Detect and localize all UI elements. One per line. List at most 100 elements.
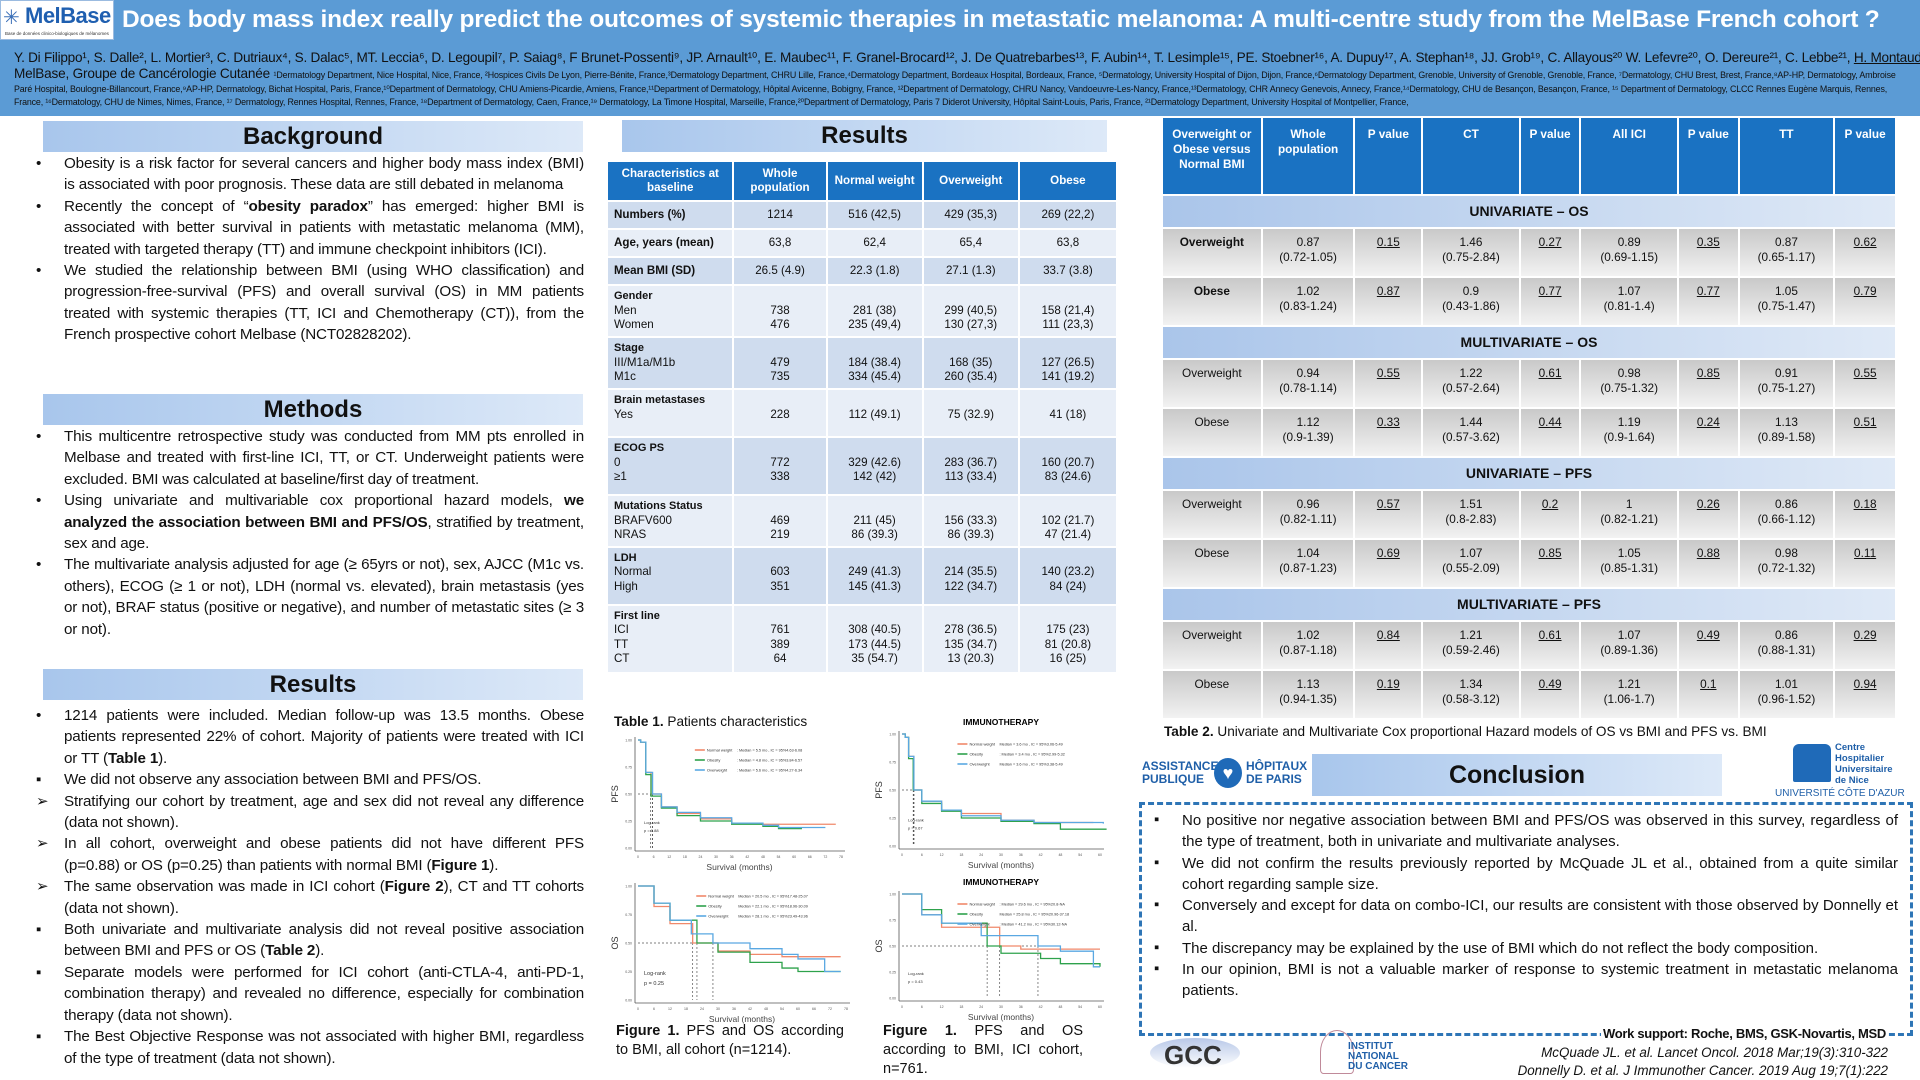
table1-row-label: Gender Men Women bbox=[608, 286, 733, 336]
logrank-label: Log-rank bbox=[908, 971, 924, 976]
conclusion-heading: Conclusion bbox=[1312, 754, 1722, 796]
cell-value: 269 (22,2) bbox=[1041, 207, 1095, 221]
hr-ci: (0.9-1.39) bbox=[1282, 430, 1334, 444]
header-text: Overweight or Obese versus Normal BMI bbox=[1172, 127, 1252, 171]
p-value: 0.49 bbox=[1520, 671, 1580, 718]
hr-ci: (0.9-1.64) bbox=[1603, 430, 1655, 444]
table1-patient-characteristics: Characteristics at baseline Whole populat… bbox=[606, 160, 1118, 674]
p-value: 0.1 bbox=[1678, 671, 1738, 718]
x-tick-label: 0 bbox=[637, 855, 639, 859]
hazard-ratio: 1.46 (0.75-2.84) bbox=[1423, 229, 1519, 276]
y-tick-label: 0.25 bbox=[625, 820, 632, 824]
sub-label: ≥1 bbox=[614, 470, 627, 483]
results-heading-mid: Results bbox=[622, 120, 1107, 152]
table1-cell: 41 (18) bbox=[1019, 390, 1116, 436]
km-curve-obesity bbox=[902, 733, 1107, 830]
header-text: P value bbox=[1529, 127, 1571, 141]
table1-cell: 140 (23.2) 84 (24) bbox=[1019, 547, 1116, 604]
hr-ci: (0.75-2.84) bbox=[1442, 250, 1500, 264]
table1-cell: 26.5 (4.9) bbox=[734, 258, 826, 284]
conclusion-item: ▪ No positive nor negative association be… bbox=[1146, 810, 1898, 853]
hazard-ratio: 1.07 (0.81-1.4) bbox=[1581, 278, 1677, 325]
table1-cell: 127 (26.5) 141 (19.2) bbox=[1019, 338, 1116, 388]
x-tick-label: 48 bbox=[761, 855, 765, 859]
hr-value: 1.07 bbox=[1459, 546, 1483, 560]
x-tick-label: 24 bbox=[979, 1005, 983, 1009]
y-tick-label: 1.00 bbox=[889, 733, 896, 737]
hazard-ratio: 1.13 (0.89-1.58) bbox=[1739, 409, 1834, 456]
x-tick-label: 18 bbox=[684, 1007, 688, 1011]
text: Recently the concept of “ bbox=[64, 197, 249, 215]
bold-text: Table 2 bbox=[265, 942, 316, 960]
km-pfs-all-chart: 0.00 0.25 0.50 0.75 1.00 0 6 12 18 24 30 36 42 48 54 60… bbox=[610, 737, 845, 872]
hr-value: 0.96 bbox=[1296, 497, 1320, 511]
y-tick-label: 0.50 bbox=[625, 793, 632, 797]
bullet-icon: ▪ bbox=[1154, 938, 1160, 956]
table1-caption-label: Table 1. bbox=[614, 714, 664, 729]
p-value: 0.79 bbox=[1835, 278, 1895, 325]
cell-value: 135 (34.7) bbox=[944, 637, 998, 651]
header-text: Whole population bbox=[1277, 127, 1339, 156]
x-tick-label: 12 bbox=[668, 1007, 672, 1011]
table1-row-label: First line ICI TT CT bbox=[608, 605, 733, 672]
p-value: 0.55 bbox=[1835, 360, 1895, 407]
x-tick-label: 48 bbox=[1058, 1005, 1062, 1009]
table1-cell: 156 (33.3) 86 (39.3) bbox=[923, 496, 1018, 546]
hr-ci: (0.78-1.14) bbox=[1279, 381, 1337, 395]
hr-ci: (0.96-1.52) bbox=[1757, 692, 1816, 706]
list-item: • 1214 patients were included. Median fol… bbox=[34, 705, 584, 769]
table1-row-label: Age, years (mean) bbox=[608, 230, 733, 256]
hr-value: 0.91 bbox=[1774, 366, 1798, 380]
p-value: 0.35 bbox=[1678, 229, 1738, 276]
text: ). bbox=[315, 942, 325, 960]
x-tick-label: 24 bbox=[700, 1007, 704, 1011]
hr-value: 1.19 bbox=[1617, 415, 1641, 429]
hr-ci: (0.57-2.64) bbox=[1442, 381, 1500, 395]
table1-column-header: Whole population bbox=[734, 162, 826, 200]
methods-heading: Methods bbox=[43, 394, 583, 425]
bullet-icon: ▪ bbox=[1154, 960, 1160, 978]
table2-column-header: P value bbox=[1520, 118, 1580, 194]
row-label: Overweight bbox=[1163, 229, 1261, 276]
hr-ci: (0.88-1.31) bbox=[1757, 643, 1816, 657]
chu-nice-logo-text: Centre bbox=[1835, 742, 1866, 753]
reference-item: McQuade JL. et al. Lancet Oncol. 2018 Ma… bbox=[1541, 1045, 1888, 1060]
x-tick-label: 54 bbox=[780, 1007, 784, 1011]
logrank-p-value: p = 0.25 bbox=[644, 981, 664, 987]
cell-value: 158 (21,4) bbox=[1041, 303, 1095, 317]
chu-nice-logo-text: UNIVERSITÉ CÔTE D'AZUR bbox=[1775, 788, 1905, 799]
legend-label: Overweight bbox=[969, 762, 990, 767]
x-tick-label: 66 bbox=[812, 1007, 816, 1011]
hr-value: 1.21 bbox=[1459, 628, 1483, 642]
bullet-icon: ▪ bbox=[36, 921, 42, 939]
hr-value: 1.04 bbox=[1296, 546, 1320, 560]
y-tick-label: 0.75 bbox=[625, 913, 632, 917]
table1-column-header: Overweight bbox=[923, 162, 1018, 200]
header-text: P value bbox=[1687, 127, 1729, 141]
p-value: 0.2 bbox=[1520, 491, 1580, 538]
row-label: Mean BMI (SD) bbox=[614, 263, 696, 277]
p-value: 0.94 bbox=[1835, 671, 1895, 718]
reference-item: Donnelly D. et al. J Immunother Cancer. … bbox=[1517, 1063, 1888, 1078]
x-axis-label: Survival (months) bbox=[968, 1012, 1034, 1022]
figure-caption-text: PFS and OS according to BMI, ICI cohort,… bbox=[883, 1023, 1083, 1077]
table1-row: LDH Normal High 603 351 249 (41.3) 145 (41.3) 2… bbox=[608, 547, 1116, 604]
table1-cell: 329 (42.6) 142 (42) bbox=[827, 438, 922, 494]
hr-value: 1.02 bbox=[1296, 628, 1320, 642]
p-value: 0.61 bbox=[1520, 622, 1580, 669]
sub-label: Yes bbox=[614, 407, 633, 421]
table1-cell: 175 (23) 81 (20.8) 16 (25) bbox=[1019, 605, 1116, 672]
table1-cell: 102 (21.7) 47 (21.4) bbox=[1019, 496, 1116, 546]
table1-column-header: Normal weight bbox=[827, 162, 922, 200]
x-tick-label: 36 bbox=[1019, 1005, 1023, 1009]
cell-value: 112 (49.1) bbox=[848, 407, 901, 421]
legend-median: : Median = 3.4 mo , IC = 95%2.99-5.32 bbox=[999, 753, 1064, 757]
section-title: UNIVARIATE – PFS bbox=[1163, 458, 1895, 489]
legend-median: : Median = 5.6 mo , IC = 95%4.27-6.34 bbox=[737, 769, 802, 773]
bold-text: Figure 2 bbox=[384, 878, 444, 896]
table2-row: Overweight 0.94 (0.78-1.14) 0.55 1.22 (0.57-2… bbox=[1163, 360, 1895, 407]
list-item: • This multicentre retrospective study wa… bbox=[34, 426, 584, 490]
x-tick-label: 42 bbox=[745, 855, 749, 859]
chart-title: IMMUNOTHERAPY bbox=[963, 877, 1039, 887]
hazard-ratio: 1.13 (0.94-1.35) bbox=[1262, 671, 1354, 718]
